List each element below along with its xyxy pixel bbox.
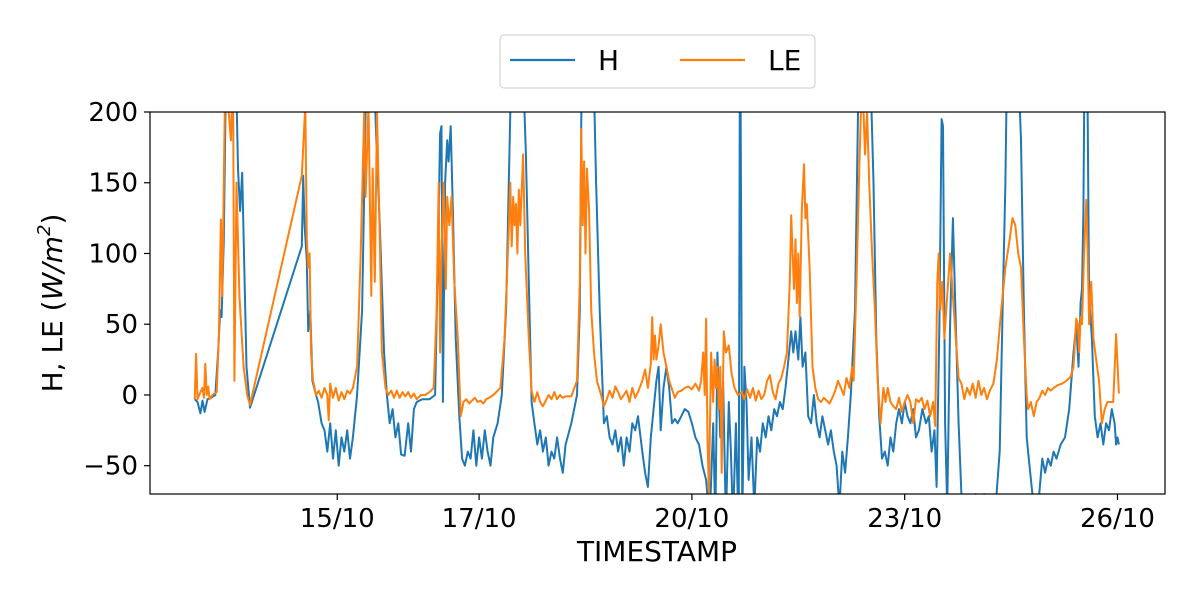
y-axis-label-suffix: ) <box>36 214 69 225</box>
series-line-h <box>193 112 1120 494</box>
y-tick-label: 150 <box>88 169 138 199</box>
x-tick-label: 17/10 <box>442 504 517 534</box>
y-axis-label-unit: W/m <box>36 236 69 300</box>
x-tick-label: 15/10 <box>300 504 375 534</box>
y-tick-label: −50 <box>83 452 138 482</box>
y-tick-label: 50 <box>105 310 138 340</box>
x-axis: 15/10 17/10 20/10 23/10 26/10 <box>300 494 1155 534</box>
series-line-le <box>193 112 1120 494</box>
legend: H LE <box>499 34 816 89</box>
y-axis-label-exp: 2 <box>34 225 55 236</box>
plot-frame <box>149 111 1166 495</box>
series-layer <box>193 112 1120 494</box>
x-tick-label: 20/10 <box>654 504 729 534</box>
y-tick-label: 200 <box>88 98 138 128</box>
y-tick-label: 100 <box>88 239 138 269</box>
y-axis-label: H, LE (W/m2) <box>34 214 69 393</box>
x-axis-label: TIMESTAMP <box>576 535 737 568</box>
y-axis-label-prefix: H, LE ( <box>36 300 69 392</box>
x-tick-label: 23/10 <box>867 504 942 534</box>
legend-frame <box>499 34 816 89</box>
legend-label-le: LE <box>768 44 801 77</box>
x-tick-label: 26/10 <box>1080 504 1155 534</box>
y-axis: 200 150 100 50 0 −50 <box>83 98 150 482</box>
y-tick-label: 0 <box>121 381 138 411</box>
legend-label-h: H <box>598 44 619 77</box>
